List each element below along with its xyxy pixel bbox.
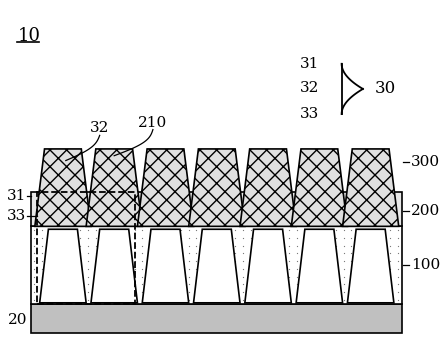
Bar xyxy=(31,192,402,226)
Text: 100: 100 xyxy=(411,258,440,272)
Polygon shape xyxy=(137,149,194,226)
Text: 210: 210 xyxy=(138,115,167,130)
Polygon shape xyxy=(194,229,240,303)
Text: 33: 33 xyxy=(7,209,26,223)
Bar xyxy=(31,226,402,304)
Text: 32: 32 xyxy=(300,81,319,95)
Text: 31: 31 xyxy=(7,189,26,203)
Polygon shape xyxy=(291,149,347,226)
Polygon shape xyxy=(91,229,137,303)
Text: 31: 31 xyxy=(300,57,319,71)
Text: 300: 300 xyxy=(411,155,440,170)
Polygon shape xyxy=(40,229,86,303)
Text: 200: 200 xyxy=(411,204,440,218)
Text: 33: 33 xyxy=(300,107,319,121)
Polygon shape xyxy=(347,229,394,303)
Polygon shape xyxy=(245,229,291,303)
Bar xyxy=(31,304,402,333)
Text: 20: 20 xyxy=(8,313,27,327)
Polygon shape xyxy=(35,149,91,226)
Text: 32: 32 xyxy=(90,121,109,135)
Text: 10: 10 xyxy=(17,27,40,45)
Polygon shape xyxy=(296,229,342,303)
Polygon shape xyxy=(189,149,245,226)
Text: 30: 30 xyxy=(374,80,396,97)
Bar xyxy=(37,193,136,304)
Bar xyxy=(31,192,402,226)
Polygon shape xyxy=(142,229,189,303)
Polygon shape xyxy=(240,149,296,226)
Polygon shape xyxy=(86,149,142,226)
Polygon shape xyxy=(342,149,399,226)
